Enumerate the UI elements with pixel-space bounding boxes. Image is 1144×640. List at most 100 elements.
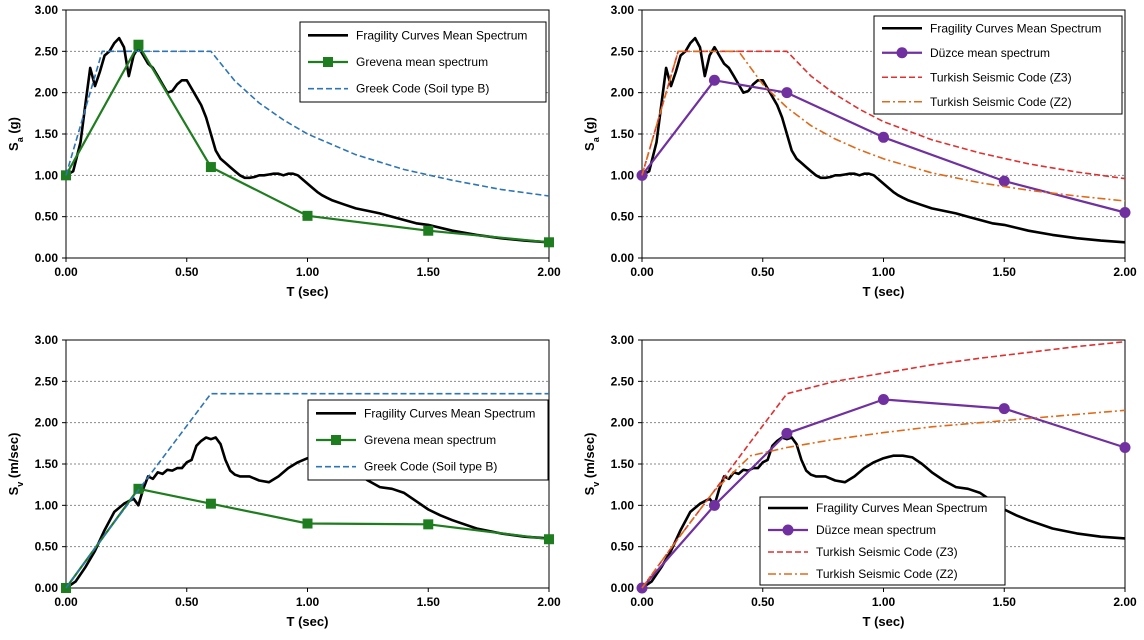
legend-marker (323, 57, 333, 67)
data-point (302, 518, 313, 529)
y-axis-label-unit: (m/sec) (6, 433, 21, 482)
chart-panel-1: 0.00 0.50 1.00 1.50 2.00 2.50 3.00 0.00 0.50 1.00… (6, 3, 561, 299)
series-2 (636, 394, 1131, 594)
y-tick-label: 2.00 (611, 86, 635, 100)
legend-box (759, 496, 1006, 586)
y-tick-label: 2.50 (611, 44, 635, 58)
series-line (641, 340, 1126, 589)
y-tick-label: 1.00 (611, 168, 635, 182)
data-point (423, 519, 434, 530)
x-tick-label: 1.00 (296, 265, 320, 279)
legend-label: Düzce mean spectrum (816, 523, 936, 537)
series-line (65, 36, 550, 244)
series-2 (61, 39, 554, 248)
series-line (65, 43, 550, 244)
legend-label: Turkish Seismic Code (Z2) (816, 567, 958, 581)
y-tick-label: 1.50 (35, 457, 59, 471)
data-point (133, 39, 144, 50)
x-tick-label: 0.50 (175, 595, 199, 609)
series-1 (65, 36, 550, 244)
legend-marker (782, 524, 794, 536)
legend: Fragility Curves Mean Spectrum Düzce mean… (873, 15, 1123, 115)
x-tick-label: 0.00 (54, 595, 78, 609)
y-axis-label-subscript: a (591, 136, 601, 142)
y-tick-label: 1.00 (611, 498, 635, 512)
series-line (65, 392, 549, 589)
legend-marker (896, 47, 908, 59)
data-point (636, 169, 648, 181)
y-tick-label: 0.00 (35, 581, 59, 595)
series-line (641, 50, 1126, 202)
series-3 (641, 50, 1126, 180)
x-tick-label: 1.00 (872, 595, 896, 609)
data-point (998, 175, 1010, 187)
y-axis-label: Sv (m/sec) (582, 433, 601, 496)
y-axis-label-main: S (6, 142, 21, 151)
y-tick-label: 1.50 (611, 457, 635, 471)
x-tick-label: 1.50 (417, 595, 441, 609)
y-tick-label: 0.50 (611, 210, 635, 224)
y-axis-label-unit: (g) (6, 117, 21, 137)
series-4 (641, 409, 1126, 589)
legend-label: Turkish Seismic Code (Z2) (930, 95, 1072, 109)
data-point (1119, 441, 1131, 453)
y-tick-label: 1.00 (35, 498, 59, 512)
data-point (781, 87, 793, 99)
y-tick-label: 0.50 (611, 540, 635, 554)
y-tick-label: 2.00 (611, 416, 635, 430)
legend-label: Greek Code (Soil type B) (364, 460, 497, 474)
series-line (65, 50, 550, 197)
x-tick-label: 1.00 (872, 265, 896, 279)
x-tick-label: 0.00 (630, 265, 654, 279)
chart-panel-2: 0.00 0.50 1.00 1.50 2.00 2.50 3.00 0.00 0.50 1.00… (582, 3, 1137, 299)
data-point (423, 225, 434, 236)
y-tick-label: 2.00 (35, 86, 59, 100)
legend: Fragility Curves Mean Spectrum Grevena me… (299, 21, 547, 103)
x-tick-label: 2.00 (1113, 595, 1137, 609)
data-point (544, 534, 554, 545)
legend-label: Fragility Curves Mean Spectrum (356, 28, 527, 42)
legend-label: Fragility Curves Mean Spectrum (364, 406, 535, 420)
y-tick-label: 2.50 (35, 44, 59, 58)
data-point (708, 74, 720, 86)
y-tick-label: 1.50 (35, 127, 59, 141)
legend: Fragility Curves Mean Spectrum Düzce mean… (759, 496, 1006, 586)
series-line (641, 409, 1126, 589)
series-3 (65, 392, 549, 589)
data-point (544, 237, 554, 248)
chart-panel-4: 0.00 0.50 1.00 1.50 2.00 2.50 3.00 0.00 0.50 1.00… (582, 333, 1137, 629)
x-axis-label: T (sec) (863, 614, 905, 629)
chart-panel-3: 0.00 0.50 1.00 1.50 2.00 2.50 3.00 0.00 0.50 1.00… (6, 333, 561, 629)
x-tick-label: 0.00 (630, 595, 654, 609)
y-tick-label: 2.50 (35, 374, 59, 388)
x-tick-label: 2.00 (537, 265, 561, 279)
x-axis-label: T (sec) (863, 284, 905, 299)
series-4 (641, 50, 1126, 202)
x-tick-label: 2.00 (1113, 265, 1137, 279)
x-axis-label: T (sec) (287, 284, 329, 299)
x-tick-label: 1.50 (417, 265, 441, 279)
series-line (641, 79, 1126, 214)
data-point (878, 131, 889, 143)
y-tick-label: 0.50 (35, 540, 59, 554)
y-tick-label: 0.50 (35, 210, 59, 224)
y-tick-label: 2.00 (35, 416, 59, 430)
series-1 (641, 436, 1126, 590)
data-point (1119, 207, 1131, 219)
y-axis-label-main: S (6, 486, 21, 495)
series-line (641, 436, 1126, 590)
legend-label: Greek Code (Soil type B) (356, 82, 489, 96)
y-axis-label-unit: (m/sec) (582, 433, 597, 482)
y-axis-label-subscript: a (15, 136, 25, 142)
legend-label: Turkish Seismic Code (Z3) (930, 70, 1072, 84)
legend-marker (331, 435, 341, 445)
legend-label: Fragility Curves Mean Spectrum (930, 21, 1101, 35)
x-tick-label: 1.50 (993, 595, 1017, 609)
legend-label: Düzce mean spectrum (930, 46, 1050, 60)
x-tick-label: 1.00 (296, 595, 320, 609)
y-tick-label: 0.00 (611, 581, 635, 595)
y-tick-label: 1.50 (611, 127, 635, 141)
data-point (205, 162, 216, 173)
series-3 (641, 340, 1126, 589)
